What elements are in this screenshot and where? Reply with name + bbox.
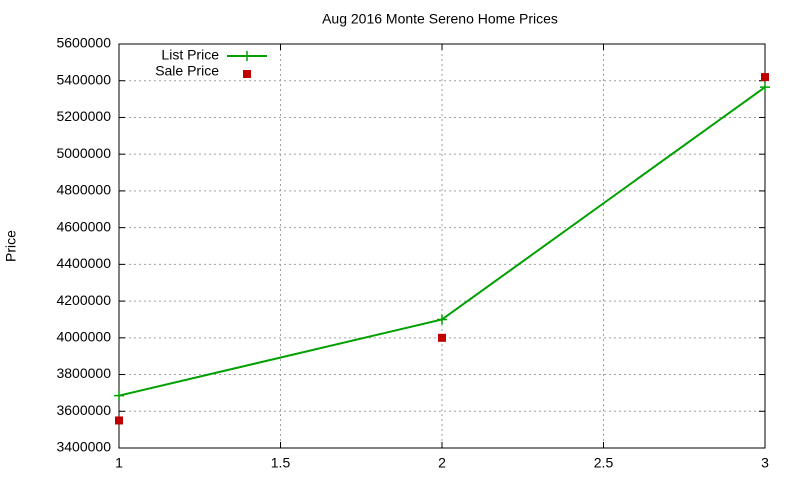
- y-tick-label: 4200000: [56, 292, 111, 308]
- point: [115, 416, 123, 425]
- chart-title: Aug 2016 Monte Sereno Home Prices: [322, 11, 558, 27]
- x-tick-label: 1: [115, 455, 123, 471]
- legend-label: Sale Price: [155, 63, 219, 79]
- y-tick-label: 5200000: [56, 108, 111, 124]
- y-tick-label: 3800000: [56, 365, 111, 381]
- point: [438, 333, 446, 342]
- x-tick-label: 1.5: [271, 455, 291, 471]
- y-tick-label: 4600000: [56, 218, 111, 234]
- y-axis-label: Price: [3, 230, 19, 262]
- legend-label: List Price: [161, 47, 219, 63]
- y-tick-label: 5000000: [56, 145, 111, 161]
- y-tick-label: 5400000: [56, 71, 111, 87]
- plot-frame: [118, 43, 766, 449]
- y-tick-label: 4000000: [56, 329, 111, 345]
- x-tick-label: 2.5: [594, 455, 614, 471]
- y-tick-label: 5600000: [56, 35, 111, 51]
- point: [437, 314, 447, 325]
- point: [760, 82, 770, 93]
- legend-swatch: [242, 51, 252, 61]
- x-tick-label: 2: [438, 455, 446, 471]
- x-tick-label: 3: [761, 455, 769, 471]
- point: [114, 390, 124, 401]
- y-tick-label: 4400000: [56, 255, 111, 271]
- y-tick-label: 3600000: [56, 402, 111, 418]
- y-tick-label: 4800000: [56, 182, 111, 198]
- y-tick-label: 3400000: [56, 439, 111, 455]
- legend-swatch: [243, 70, 251, 78]
- point: [761, 73, 769, 82]
